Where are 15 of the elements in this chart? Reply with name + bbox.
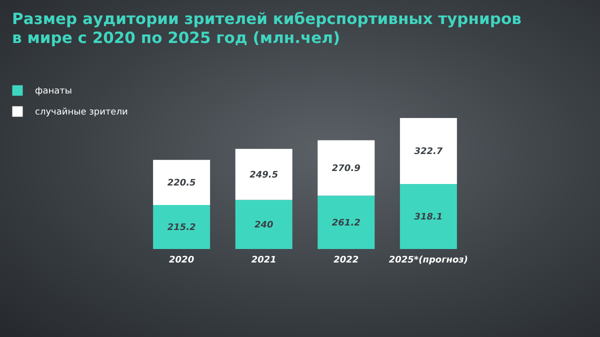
data-label: 249.5 <box>250 170 278 180</box>
legend-label: случайные зрители <box>35 108 128 118</box>
legend-label: фанаты <box>35 86 72 96</box>
data-label: 220.5 <box>167 178 196 188</box>
data-label: 261.2 <box>332 218 360 228</box>
data-label: 318.1 <box>414 212 443 222</box>
x-tick-label: 2021 <box>251 256 276 266</box>
data-label: 215.2 <box>167 223 196 234</box>
x-tick-label: 2022 <box>334 256 359 266</box>
data-label: 270.9 <box>332 164 360 174</box>
chart-title: Размер аудитории зрителей киберспортивных турниров в мире с 2020 по 2025 год (млн.чел) <box>12 10 522 48</box>
x-tick-label: 2025*(прогноз) <box>388 256 468 266</box>
data-label: 240 <box>254 220 274 230</box>
data-label: 322.7 <box>414 146 444 157</box>
x-tick-label: 2020 <box>169 256 194 266</box>
